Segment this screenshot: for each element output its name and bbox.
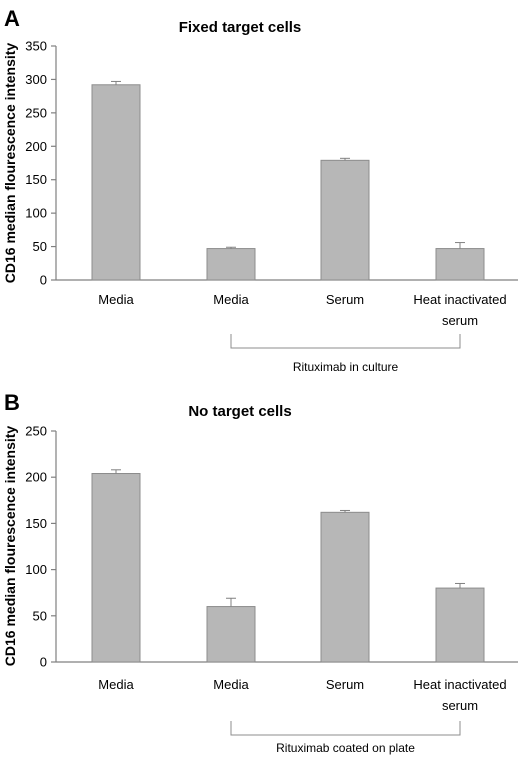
y-tick-label: 50 bbox=[33, 608, 47, 623]
chart-panel-a: A Fixed target cells CD16 median flouresce… bbox=[2, 6, 518, 374]
chart-panel-b: B No target cells CD16 median flourescence… bbox=[2, 390, 518, 755]
group-bracket-label: Rituximab in culture bbox=[293, 360, 399, 374]
panel-letter: A bbox=[4, 6, 20, 31]
x-category-label: Serum bbox=[326, 292, 364, 307]
x-category-label: serum bbox=[442, 313, 478, 328]
y-tick-label: 200 bbox=[25, 470, 47, 485]
y-tick-label: 350 bbox=[25, 39, 47, 54]
bar bbox=[320, 511, 370, 663]
bar bbox=[206, 606, 256, 663]
bar bbox=[435, 248, 485, 281]
y-tick-label: 300 bbox=[25, 72, 47, 87]
x-category-label: Heat inactivated bbox=[413, 677, 506, 692]
bar bbox=[435, 587, 485, 663]
x-category-label: Serum bbox=[326, 677, 364, 692]
group-bracket-label: Rituximab coated on plate bbox=[276, 741, 415, 755]
y-tick-label: 200 bbox=[25, 139, 47, 154]
y-tick-label: 0 bbox=[40, 655, 47, 670]
y-tick-label: 100 bbox=[25, 206, 47, 221]
x-category-label: Heat inactivated bbox=[413, 292, 506, 307]
panel-letter: B bbox=[4, 390, 20, 415]
y-tick-label: 250 bbox=[25, 424, 47, 439]
x-category-label: Media bbox=[213, 677, 249, 692]
y-axis-label: CD16 median flourescence intensity bbox=[2, 426, 18, 667]
x-category-label: Media bbox=[98, 292, 134, 307]
y-tick-label: 150 bbox=[25, 172, 47, 187]
x-category-label: Media bbox=[213, 292, 249, 307]
group-bracket bbox=[230, 721, 461, 736]
y-axis-label: CD16 median flourescence intensity bbox=[2, 43, 18, 284]
bar bbox=[206, 248, 256, 281]
bar bbox=[320, 159, 370, 281]
group-bracket bbox=[230, 334, 461, 349]
bar bbox=[91, 473, 141, 663]
x-category-label: serum bbox=[442, 698, 478, 713]
y-tick-label: 100 bbox=[25, 562, 47, 577]
y-tick-label: 0 bbox=[40, 273, 47, 288]
y-tick-label: 150 bbox=[25, 516, 47, 531]
chart-title: Fixed target cells bbox=[179, 19, 302, 36]
y-tick-label: 50 bbox=[33, 239, 47, 254]
y-tick-label: 250 bbox=[25, 105, 47, 120]
x-category-label: Media bbox=[98, 677, 134, 692]
chart-title: No target cells bbox=[188, 403, 291, 420]
bar bbox=[91, 84, 141, 281]
